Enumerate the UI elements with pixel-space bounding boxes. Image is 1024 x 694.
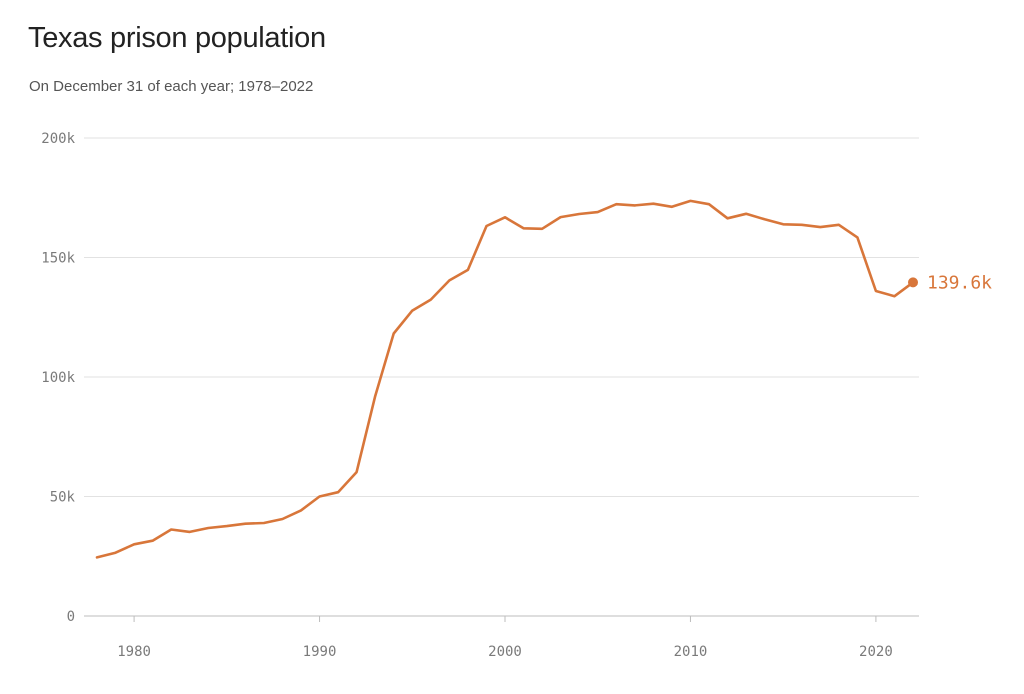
y-axis-labels: 0 50k 100k 150k 200k (41, 131, 75, 625)
data-point (874, 289, 878, 293)
y-tick-label: 200k (41, 131, 75, 147)
x-tick-label: 2020 (859, 644, 893, 660)
data-point (837, 223, 841, 227)
data-point (447, 278, 451, 282)
x-tick-label: 2000 (488, 644, 522, 660)
data-point (188, 530, 192, 534)
data-point (114, 551, 118, 555)
data-point (392, 332, 396, 336)
data-point (651, 202, 655, 206)
series-layer (95, 199, 915, 559)
x-axis: 1980 1990 2000 2010 2020 (117, 616, 893, 660)
data-point (484, 224, 488, 228)
data-point (243, 522, 247, 526)
data-point (670, 205, 674, 209)
data-point (225, 524, 229, 528)
data-point (892, 294, 896, 298)
chart-title: Texas prison population (28, 22, 326, 54)
data-point (262, 521, 266, 525)
data-point (559, 215, 563, 219)
data-point (503, 215, 507, 219)
data-point (299, 508, 303, 512)
data-point (818, 225, 822, 229)
data-point (707, 202, 711, 206)
gridlines (84, 137, 919, 617)
data-point (410, 309, 414, 313)
y-tick-label: 150k (41, 251, 75, 267)
series-line (95, 199, 915, 559)
data-point (726, 216, 730, 220)
data-point (169, 527, 173, 531)
data-point (151, 539, 155, 543)
data-point (744, 212, 748, 216)
data-point (373, 394, 377, 398)
data-point (206, 526, 210, 530)
data-point (522, 226, 526, 230)
chart-subtitle: On December 31 of each year; 1978–2022 (29, 78, 314, 95)
y-tick-label: 50k (50, 490, 76, 506)
data-point (800, 223, 804, 227)
data-point (336, 490, 340, 494)
data-point (429, 298, 433, 302)
data-point (132, 542, 136, 546)
data-point (614, 202, 618, 206)
data-point (355, 470, 359, 474)
data-point (280, 517, 284, 521)
data-point (577, 212, 581, 216)
end-point-marker (908, 277, 918, 288)
data-point (781, 222, 785, 226)
data-point (763, 217, 767, 221)
data-point (318, 495, 322, 499)
y-tick-label: 100k (41, 370, 75, 386)
x-tick-label: 2010 (674, 644, 708, 660)
data-point (688, 199, 692, 203)
data-point (633, 203, 637, 207)
x-tick-label: 1980 (117, 644, 151, 660)
data-point (540, 227, 544, 231)
x-tick-label: 1990 (303, 644, 337, 660)
data-point (95, 555, 99, 559)
data-point (855, 235, 859, 239)
y-tick-label: 0 (67, 609, 75, 625)
data-points: 139.6k (95, 199, 992, 559)
data-point (596, 210, 600, 214)
end-value-label: 139.6k (927, 272, 992, 293)
data-point (466, 268, 470, 272)
